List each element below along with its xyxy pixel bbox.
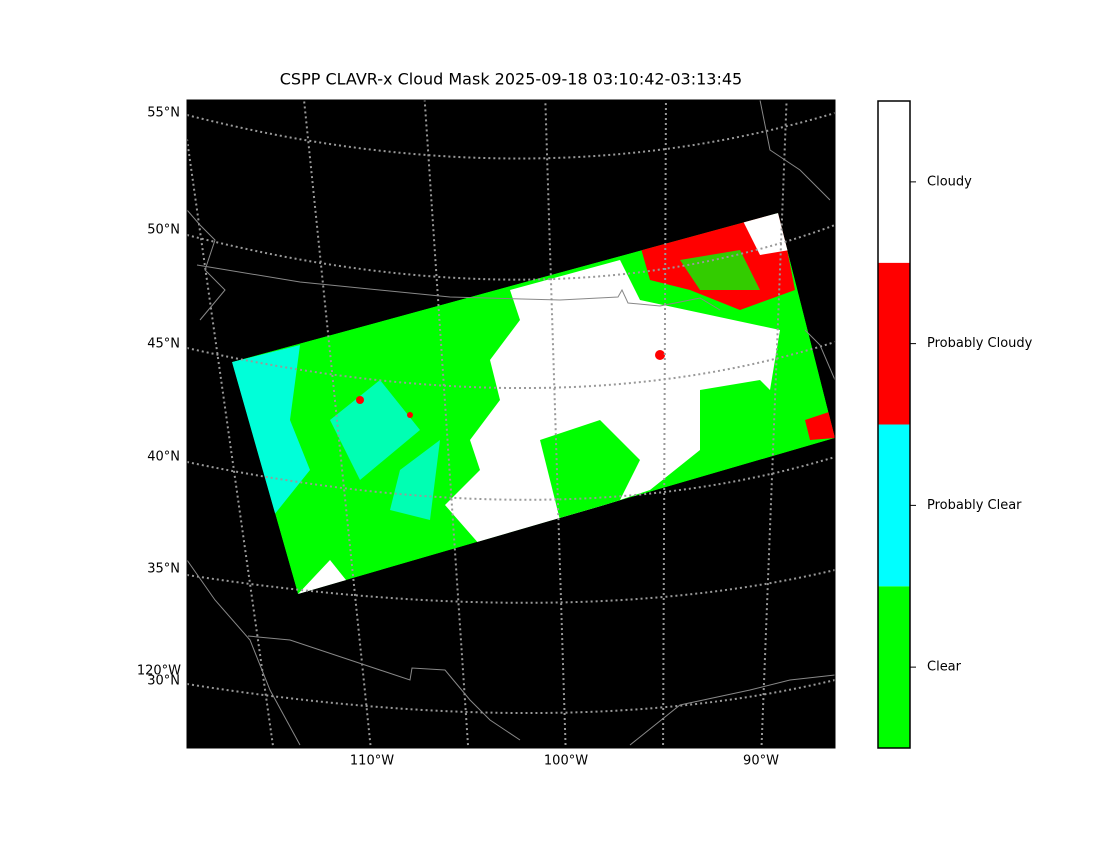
colorbar-segment [878, 262, 910, 425]
probably-clear-area [232, 345, 310, 594]
colorbar-label: Probably Cloudy [927, 336, 1033, 351]
map [187, 100, 835, 748]
lat-label: 40°N [147, 450, 180, 465]
meridian [544, 100, 567, 748]
colorbar-segment [878, 424, 910, 587]
colorbar-segment [878, 101, 910, 263]
clear-patch [700, 380, 790, 470]
border [247, 635, 521, 741]
meridian [303, 100, 372, 748]
colorbar: Clear Probably Clear Probably Cloudy Cloudy [877, 100, 1033, 749]
meridian [662, 100, 667, 748]
axis-labels: 55°N 50°N 45°N 40°N 35°N 30°N 110°W 100°W 90°W 12… [137, 106, 779, 769]
lat-label: 35°N [147, 562, 180, 577]
map-title: CSPP CLAVR-x Cloud Mask 2025-09-18 03:10… [280, 70, 742, 89]
lon-label: 90°W [743, 754, 779, 769]
lon-label: 100°W [544, 754, 588, 769]
map-frame [186, 99, 836, 749]
lat-label: 30°N [147, 674, 180, 689]
coastlines [187, 100, 835, 746]
clear-patch [680, 250, 760, 290]
lon-label: 110°W [350, 754, 394, 769]
parallel [187, 224, 835, 281]
border [196, 264, 721, 311]
probably-cloudy-patch [407, 412, 413, 418]
clear-patch [540, 420, 640, 520]
colorbar-segment [878, 586, 910, 748]
coastline [187, 209, 226, 321]
probably-cloudy-patch [655, 350, 665, 360]
coastline [804, 329, 835, 381]
coastline [759, 100, 831, 201]
probably-cloudy-patch [356, 396, 364, 404]
coastline [187, 559, 301, 746]
parallel [187, 569, 835, 604]
graticule [187, 100, 835, 748]
colorbar-label: Probably Clear [927, 498, 1022, 513]
lat-label: 55°N [147, 106, 180, 121]
colorbar-label: Clear [927, 660, 962, 675]
colorbar-label: Cloudy [927, 174, 972, 189]
parallel [187, 456, 835, 501]
cloudy-area [445, 260, 780, 545]
meridian [423, 100, 470, 748]
cloudy-patch [740, 213, 790, 255]
probably-clear-patch [330, 380, 440, 520]
meridian [760, 100, 788, 748]
parallel [187, 679, 835, 714]
probably-cloudy-patch [805, 410, 835, 440]
lon-label: 120°W [137, 664, 181, 679]
lat-label: 50°N [147, 223, 180, 238]
colorbar-frame [877, 100, 911, 749]
coastline [629, 674, 835, 746]
lat-label: 45°N [147, 337, 180, 352]
